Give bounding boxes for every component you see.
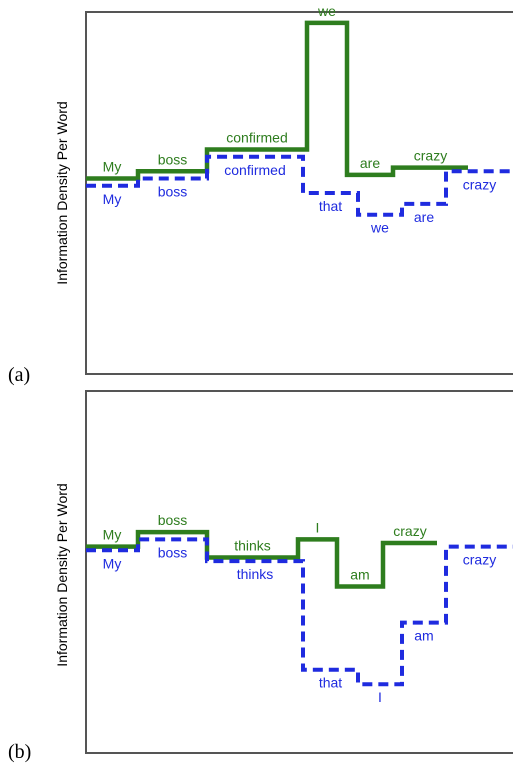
- word-label: crazy: [393, 523, 426, 539]
- word-label: My: [103, 159, 122, 175]
- word-label: am: [414, 628, 433, 644]
- series-line-blue: [86, 537, 513, 687]
- panel-b: Information Density Per Word (b) My boss t…: [8, 390, 513, 763]
- panel-label-a: (a): [8, 364, 30, 386]
- word-label: boss: [158, 512, 188, 528]
- word-label: thinks: [234, 538, 271, 554]
- series-line-green: [86, 20, 468, 181]
- word-label: we: [317, 3, 336, 19]
- panel-a: Information Density Per Word (a) My boss c…: [8, 3, 513, 386]
- word-label: we: [370, 220, 389, 236]
- word-label: are: [414, 209, 434, 225]
- panel-label-b: (b): [8, 741, 31, 763]
- word-label: confirmed: [224, 162, 285, 178]
- word-label: are: [360, 155, 380, 171]
- chart-series-group-b: My boss thinks Iam crazy My boss thinks that Iam c…: [86, 512, 513, 705]
- word-label: My: [103, 191, 122, 207]
- axis-frame-a: [85, 11, 513, 375]
- word-label: that: [319, 198, 342, 214]
- word-label: confirmed: [226, 130, 287, 146]
- series-line-green: [86, 529, 437, 589]
- word-label: boss: [158, 184, 188, 200]
- word-label: thinks: [237, 566, 274, 582]
- word-label: crazy: [414, 148, 447, 164]
- word-label: boss: [158, 544, 188, 560]
- word-label: My: [103, 555, 122, 571]
- word-label: My: [103, 527, 122, 543]
- word-label: boss: [158, 151, 188, 167]
- word-label: crazy: [463, 176, 496, 192]
- axis-frame-b: [85, 390, 513, 754]
- chart-series-group-a: My boss confirmed we are crazy My boss confirmed…: [86, 3, 513, 236]
- y-axis-label-b: Information Density Per Word: [54, 483, 70, 666]
- word-label: I: [378, 689, 382, 705]
- y-axis-label-a: Information Density Per Word: [54, 101, 70, 284]
- word-label: am: [350, 566, 369, 582]
- word-label: I: [316, 519, 320, 535]
- word-label: crazy: [463, 552, 496, 568]
- word-label: that: [319, 675, 342, 691]
- series-line-blue: [86, 154, 513, 217]
